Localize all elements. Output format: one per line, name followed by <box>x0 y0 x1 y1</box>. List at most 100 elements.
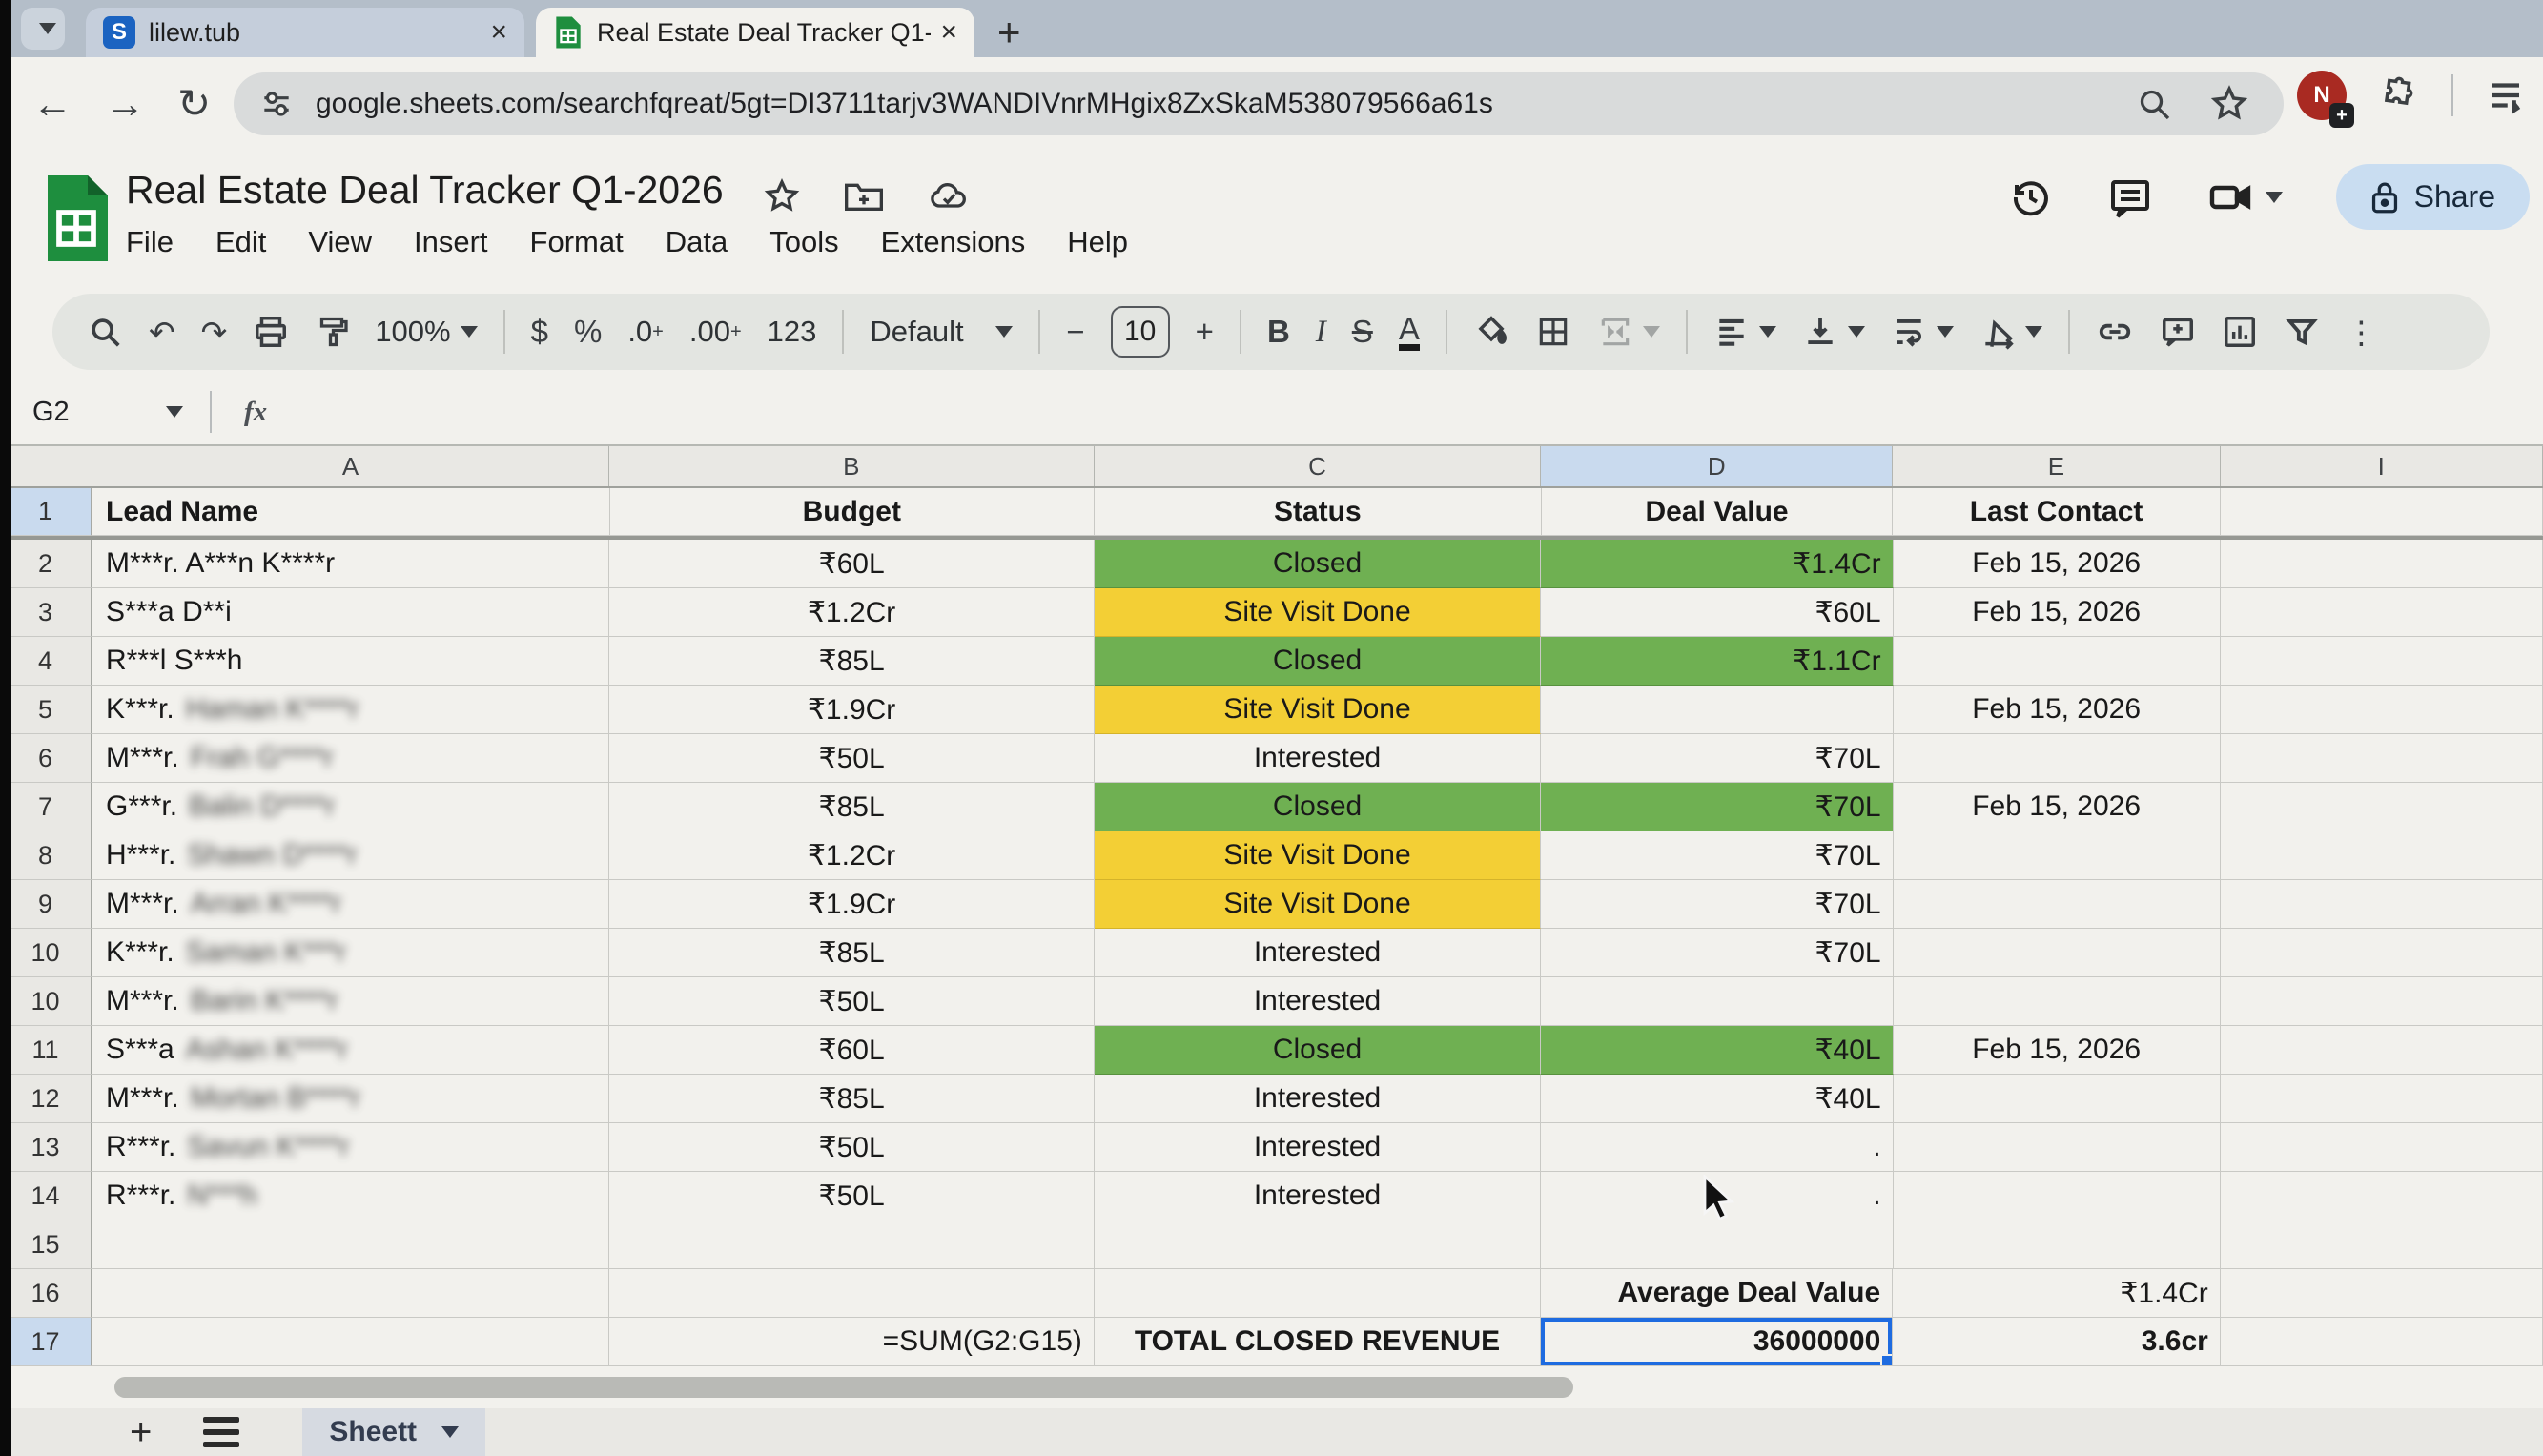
zoom-select[interactable]: 100% <box>375 315 478 349</box>
table-cell[interactable] <box>2220 783 2543 831</box>
insert-comment-icon[interactable] <box>2160 314 2196 350</box>
table-cell[interactable]: Interested <box>1094 734 1542 783</box>
add-sheet-button[interactable]: + <box>130 1410 153 1453</box>
insert-link-icon[interactable] <box>2096 314 2134 350</box>
percent-format-button[interactable]: % <box>573 314 603 349</box>
browser-menu-icon[interactable] <box>2486 75 2526 115</box>
browser-tab-active[interactable]: Real Estate Deal Tracker Q1- × <box>536 8 974 57</box>
table-cell[interactable]: Closed <box>1094 1026 1542 1075</box>
table-cell[interactable]: ₹1.2Cr <box>609 831 1095 880</box>
grid-corner[interactable] <box>0 446 93 486</box>
table-cell[interactable]: G***r. Balin D****r <box>92 783 610 831</box>
table-cell[interactable]: Site Visit Done <box>1094 588 1542 637</box>
cloud-status-icon[interactable] <box>927 177 971 215</box>
table-cell[interactable] <box>2220 1269 2543 1318</box>
table-cell[interactable]: ₹1.2Cr <box>609 588 1095 637</box>
table-cell[interactable]: ₹50L <box>609 977 1095 1026</box>
table-cell[interactable]: Site Visit Done <box>1094 831 1542 880</box>
table-cell[interactable]: Average Deal Value <box>1540 1269 1894 1318</box>
font-size-input[interactable]: 10 <box>1110 306 1170 358</box>
table-cell[interactable] <box>2220 540 2543 588</box>
header-cell-lead-name[interactable]: Lead Name <box>92 488 610 536</box>
menu-extensions[interactable]: Extensions <box>880 225 1026 258</box>
table-cell[interactable] <box>2220 734 2543 783</box>
table-cell[interactable]: H***r. Shawn D****r <box>92 831 610 880</box>
table-cell[interactable] <box>1893 1075 2221 1123</box>
text-wrap-button[interactable] <box>1891 314 1954 350</box>
row-header[interactable]: 10 <box>0 977 93 1026</box>
merge-cells-button[interactable] <box>1597 314 1660 350</box>
table-cell[interactable]: R***r. Savun K****r <box>92 1123 610 1172</box>
table-cell[interactable] <box>92 1220 610 1269</box>
table-cell[interactable] <box>1893 1172 2221 1220</box>
row-header[interactable]: 5 <box>0 686 93 734</box>
table-cell[interactable]: Interested <box>1094 1123 1542 1172</box>
column-header-I[interactable]: I <box>2220 446 2543 486</box>
row-header[interactable]: 11 <box>0 1026 93 1075</box>
decrease-decimal-button[interactable]: .0 + <box>627 315 664 348</box>
increase-decimal-button[interactable]: .00 + <box>688 315 742 348</box>
column-header-B[interactable]: B <box>608 446 1095 486</box>
row-header[interactable]: 8 <box>0 831 93 880</box>
row-header[interactable]: 16 <box>0 1269 92 1318</box>
share-button[interactable]: Share <box>2335 164 2530 230</box>
table-cell[interactable] <box>1893 880 2221 929</box>
more-options-icon[interactable]: ⋮ <box>2345 314 2377 350</box>
table-cell[interactable]: ₹40L <box>1541 1075 1894 1123</box>
tune-icon[interactable] <box>258 86 295 122</box>
table-cell[interactable] <box>2220 1123 2543 1172</box>
table-cell[interactable] <box>2220 1220 2543 1269</box>
table-cell[interactable]: M***r. Barin K****r <box>92 977 610 1026</box>
column-header-E[interactable]: E <box>1893 446 2221 486</box>
table-cell[interactable]: ₹70L <box>1541 783 1894 831</box>
table-cell[interactable] <box>2220 488 2543 536</box>
table-cell[interactable] <box>1893 831 2221 880</box>
table-cell[interactable]: Interested <box>1094 1172 1542 1220</box>
table-cell[interactable]: Closed <box>1094 637 1542 686</box>
table-cell[interactable]: K***r. Haman K****r <box>92 686 610 734</box>
table-cell[interactable] <box>1893 929 2221 977</box>
table-cell[interactable]: Interested <box>1094 929 1542 977</box>
selected-cell[interactable]: 36000000 <box>1541 1318 1894 1366</box>
row-header[interactable]: 4 <box>0 637 93 686</box>
table-cell[interactable] <box>2220 686 2543 734</box>
table-cell[interactable]: ₹60L <box>1541 588 1894 637</box>
vertical-align-button[interactable] <box>1802 314 1865 350</box>
table-cell[interactable]: Feb 15, 2026 <box>1893 686 2221 734</box>
table-cell[interactable]: Feb 15, 2026 <box>1893 1026 2221 1075</box>
close-tab-icon[interactable]: × <box>940 16 957 48</box>
table-cell[interactable] <box>2220 637 2543 686</box>
table-cell[interactable]: R***r. N***h <box>92 1172 610 1220</box>
insert-chart-icon[interactable] <box>2222 314 2258 350</box>
table-cell[interactable]: Closed <box>1094 540 1542 588</box>
table-cell[interactable]: 3.6cr <box>1893 1318 2221 1366</box>
text-color-button[interactable]: A <box>1398 313 1420 351</box>
table-cell[interactable]: K***r. Saman K***r <box>92 929 610 977</box>
table-cell[interactable] <box>1094 1220 1542 1269</box>
meet-camera-button[interactable] <box>2206 174 2283 220</box>
horizontal-scrollbar[interactable] <box>114 1377 1573 1398</box>
table-cell[interactable]: S***a Ashan K****r <box>92 1026 610 1075</box>
table-cell[interactable] <box>1893 637 2221 686</box>
table-cell[interactable] <box>92 1269 610 1318</box>
table-cell[interactable] <box>2220 929 2543 977</box>
table-cell[interactable] <box>2220 880 2543 929</box>
table-cell[interactable]: ₹70L <box>1541 880 1894 929</box>
table-cell[interactable]: TOTAL CLOSED REVENUE <box>1094 1318 1542 1366</box>
table-cell[interactable]: Site Visit Done <box>1094 686 1542 734</box>
menu-view[interactable]: View <box>308 225 373 258</box>
table-cell[interactable]: ₹85L <box>609 1075 1095 1123</box>
table-cell[interactable]: Interested <box>1094 977 1542 1026</box>
table-cell[interactable] <box>1541 686 1894 734</box>
search-icon[interactable] <box>2135 85 2173 123</box>
table-cell[interactable]: ₹85L <box>609 637 1095 686</box>
table-cell[interactable]: ₹70L <box>1541 831 1894 880</box>
table-cell[interactable]: ₹50L <box>609 1123 1095 1172</box>
new-tab-button[interactable]: + <box>997 10 1021 54</box>
table-cell[interactable]: ₹40L <box>1541 1026 1894 1075</box>
table-cell[interactable] <box>609 1220 1095 1269</box>
menu-insert[interactable]: Insert <box>414 225 488 258</box>
doc-title[interactable]: Real Estate Deal Tracker Q1-2026 <box>126 168 724 212</box>
address-bar[interactable]: google.sheets.com/searchfqreat/5gt=DI371… <box>234 72 2284 135</box>
menu-data[interactable]: Data <box>665 225 728 258</box>
